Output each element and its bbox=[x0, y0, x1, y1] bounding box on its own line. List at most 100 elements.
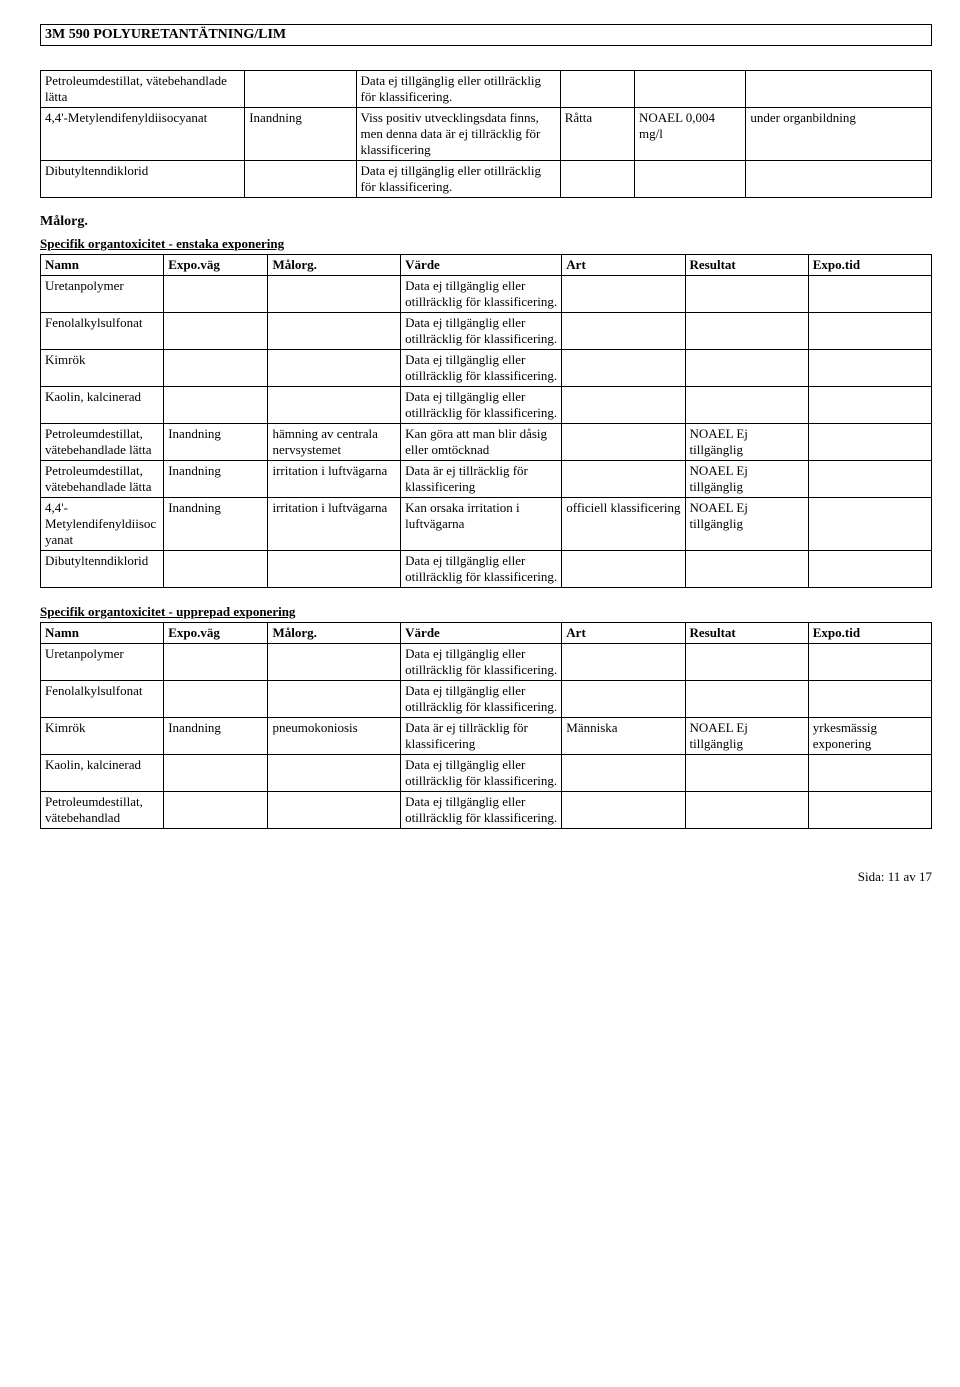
cell: NOAEL Ej tillgänglig bbox=[685, 461, 808, 498]
cell: hämning av centrala nervsystemet bbox=[268, 424, 401, 461]
cell bbox=[808, 681, 931, 718]
cell: 4,4'-Metylendifenyldiisocyanat bbox=[41, 108, 245, 161]
col-malorg: Målorg. bbox=[268, 623, 401, 644]
table-row: Uretanpolymer Data ej tillgänglig eller o… bbox=[41, 644, 932, 681]
cell bbox=[164, 276, 268, 313]
cell: irritation i luftvägarna bbox=[268, 461, 401, 498]
cell bbox=[808, 424, 931, 461]
table-row: Dibutyltenndiklorid Data ej tillgänglig e… bbox=[41, 551, 932, 588]
cell: Data ej tillgänglig eller otillräcklig f… bbox=[401, 313, 562, 350]
cell: Data ej tillgänglig eller otillräcklig f… bbox=[401, 792, 562, 829]
cell bbox=[268, 313, 401, 350]
cell: NOAEL Ej tillgänglig bbox=[685, 718, 808, 755]
table-row: Petroleumdestillat, vätebehandlade lätta… bbox=[41, 424, 932, 461]
cell bbox=[164, 387, 268, 424]
table-row: 4,4'-MetylendifenyldiisocyanatInandningV… bbox=[41, 108, 932, 161]
cell bbox=[808, 498, 931, 551]
cell: Dibutyltenndiklorid bbox=[41, 551, 164, 588]
cell bbox=[562, 424, 685, 461]
cell bbox=[562, 681, 685, 718]
cell: Data är ej tillräcklig för klassificerin… bbox=[401, 718, 562, 755]
cell bbox=[685, 313, 808, 350]
cell: Petroleumdestillat, vätebehandlade lätta bbox=[41, 424, 164, 461]
cell bbox=[245, 161, 356, 198]
col-expotid: Expo.tid bbox=[808, 623, 931, 644]
cell: Inandning bbox=[164, 461, 268, 498]
cell: Petroleumdestillat, vätebehandlade lätta bbox=[41, 71, 245, 108]
cell: NOAEL Ej tillgänglig bbox=[685, 424, 808, 461]
col-varde: Värde bbox=[401, 623, 562, 644]
col-expotid: Expo.tid bbox=[808, 255, 931, 276]
cell: Data ej tillgänglig eller otillräcklig f… bbox=[401, 387, 562, 424]
cell: Kaolin, kalcinerad bbox=[41, 387, 164, 424]
table-row: Petroleumdestillat, vätebehandlad Data ej… bbox=[41, 792, 932, 829]
cell bbox=[685, 681, 808, 718]
cell: Inandning bbox=[164, 718, 268, 755]
cell bbox=[808, 792, 931, 829]
table-row: 4,4'-MetylendifenyldiisocyanatInandningi… bbox=[41, 498, 932, 551]
table-row: Petroleumdestillat, vätebehandlade lätta… bbox=[41, 461, 932, 498]
table-row: Kaolin, kalcinerad Data ej tillgänglig el… bbox=[41, 755, 932, 792]
table-row: Kaolin, kalcinerad Data ej tillgänglig el… bbox=[41, 387, 932, 424]
cell bbox=[164, 313, 268, 350]
cell bbox=[562, 551, 685, 588]
table-row: UretanpolymerData ej tillgänglig eller o… bbox=[41, 276, 932, 313]
cell: Människa bbox=[562, 718, 685, 755]
cell: 4,4'-Metylendifenyldiisocyanat bbox=[41, 498, 164, 551]
cell: Inandning bbox=[164, 424, 268, 461]
cell bbox=[808, 755, 931, 792]
repeated-exposure-table: Namn Expo.väg Målorg. Värde Art Resultat… bbox=[40, 622, 932, 829]
cell bbox=[268, 350, 401, 387]
cell bbox=[164, 350, 268, 387]
cell bbox=[268, 276, 401, 313]
cell bbox=[685, 551, 808, 588]
table-row: DibutyltenndikloridData ej tillgänglig e… bbox=[41, 161, 932, 198]
col-resultat: Resultat bbox=[685, 255, 808, 276]
col-art: Art bbox=[562, 255, 685, 276]
cell bbox=[634, 71, 745, 108]
cell: Data ej tillgänglig eller otillräcklig f… bbox=[401, 551, 562, 588]
cell: Kan orsaka irritation i luftvägarna bbox=[401, 498, 562, 551]
cell bbox=[685, 350, 808, 387]
cell bbox=[808, 350, 931, 387]
cell bbox=[245, 71, 356, 108]
cell: Petroleumdestillat, vätebehandlad bbox=[41, 792, 164, 829]
cell bbox=[268, 551, 401, 588]
col-varde: Värde bbox=[401, 255, 562, 276]
cell bbox=[808, 313, 931, 350]
cell bbox=[562, 350, 685, 387]
cell bbox=[164, 755, 268, 792]
cell: Kaolin, kalcinerad bbox=[41, 755, 164, 792]
col-expovag: Expo.väg bbox=[164, 255, 268, 276]
cell bbox=[562, 276, 685, 313]
cell bbox=[560, 71, 634, 108]
cell bbox=[685, 387, 808, 424]
cell bbox=[562, 755, 685, 792]
cell: Data ej tillgänglig eller otillräcklig f… bbox=[401, 755, 562, 792]
table-row: Petroleumdestillat, vätebehandlade lätta… bbox=[41, 71, 932, 108]
single-exposure-table: Namn Expo.väg Målorg. Värde Art Resultat… bbox=[40, 254, 932, 588]
cell: yrkesmässig exponering bbox=[808, 718, 931, 755]
pre-table: Petroleumdestillat, vätebehandlade lätta… bbox=[40, 70, 932, 198]
col-namn: Namn bbox=[41, 255, 164, 276]
cell bbox=[685, 644, 808, 681]
malorg-heading: Målorg. bbox=[40, 214, 932, 230]
cell: Kimrök bbox=[41, 718, 164, 755]
cell: Uretanpolymer bbox=[41, 644, 164, 681]
cell bbox=[685, 792, 808, 829]
cell: Kimrök bbox=[41, 350, 164, 387]
cell: Data ej tillgänglig eller otillräcklig f… bbox=[401, 350, 562, 387]
cell: Data ej tillgänglig eller otillräcklig f… bbox=[401, 276, 562, 313]
cell bbox=[562, 644, 685, 681]
cell bbox=[268, 387, 401, 424]
cell bbox=[562, 461, 685, 498]
page-footer: Sida: 11 av 17 bbox=[40, 869, 932, 885]
cell bbox=[808, 461, 931, 498]
cell: officiell klassificering bbox=[562, 498, 685, 551]
cell: Petroleumdestillat, vätebehandlade lätta bbox=[41, 461, 164, 498]
cell: Data ej tillgänglig eller otillräcklig f… bbox=[401, 644, 562, 681]
cell bbox=[164, 551, 268, 588]
cell: NOAEL Ej tillgänglig bbox=[685, 498, 808, 551]
cell bbox=[164, 792, 268, 829]
table-row: FenolalkylsulfonatData ej tillgänglig el… bbox=[41, 313, 932, 350]
